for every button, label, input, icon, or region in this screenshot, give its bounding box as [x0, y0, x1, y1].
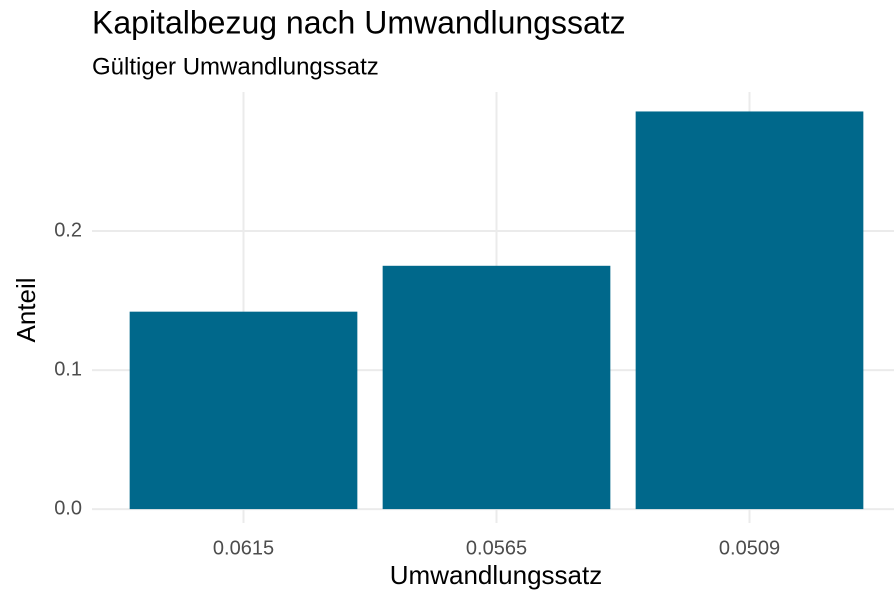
y-tick-label: 0.1	[54, 358, 82, 380]
y-tick-label: 0.0	[54, 497, 82, 519]
x-axis-title: Umwandlungssatz	[390, 560, 602, 590]
chart-title: Kapitalbezug nach Umwandlungssatz	[92, 4, 626, 40]
bar	[129, 311, 358, 510]
x-tick-label: 0.0615	[213, 537, 274, 559]
x-tick-label: 0.0565	[466, 537, 527, 559]
y-tick-label: 0.2	[54, 219, 82, 241]
bar	[635, 111, 864, 510]
y-axis-title: Anteil	[11, 277, 41, 342]
bar	[382, 265, 611, 510]
chart-subtitle: Gültiger Umwandlungssatz	[92, 53, 379, 80]
x-tick-label: 0.0509	[719, 537, 780, 559]
